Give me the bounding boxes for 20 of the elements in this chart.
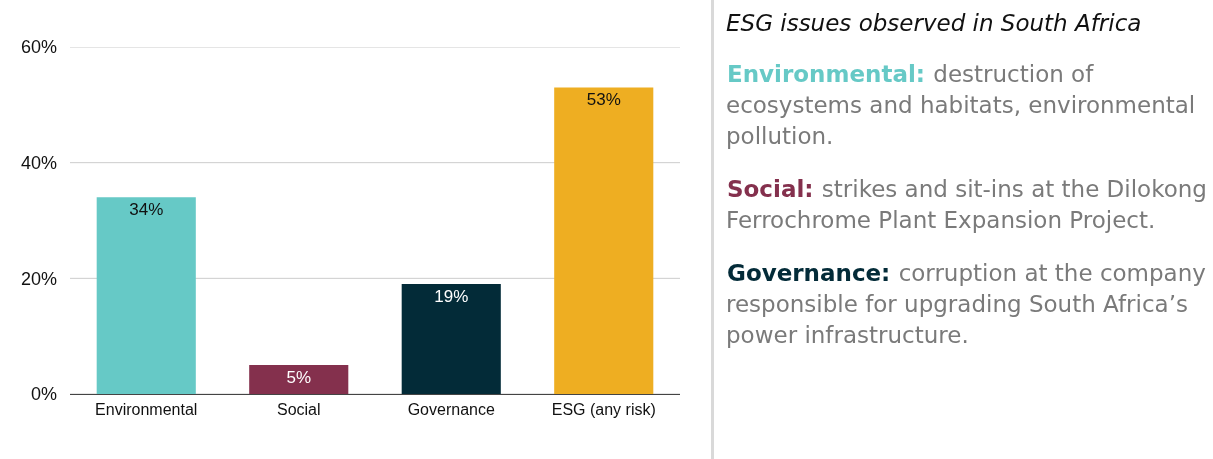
data-label: 53% xyxy=(586,90,621,110)
bar xyxy=(96,197,196,394)
y-tick-label: 60% xyxy=(20,37,57,58)
x-tick-label: Governance xyxy=(407,400,495,418)
text: Social: strikes and sit-ins at the Dilokong Ferrochrome Plant Expansion Project. xyxy=(726,176,1207,233)
y-tick-label: 0% xyxy=(30,384,57,405)
text: Environmental: destruction of ecosystems and habitats, environmental pollution. xyxy=(726,61,1196,149)
data-label: 34% xyxy=(129,200,164,220)
x-tick-label: Environmental xyxy=(95,400,198,418)
text: ESG issues observed in South Africa xyxy=(726,9,1143,38)
x-tick-label: ESG (any risk) xyxy=(551,400,656,418)
bar xyxy=(401,284,501,394)
y-tick-label: 20% xyxy=(20,268,57,289)
bar xyxy=(554,87,654,394)
data-label: 19% xyxy=(434,287,469,307)
bar xyxy=(249,365,349,394)
y-tick-label: 40% xyxy=(20,152,57,173)
text: Governance: corruption at the company responsible for upgrading South Africa’s power infrastructure. xyxy=(726,260,1206,348)
x-tick-label: Social xyxy=(276,400,321,418)
data-label: 5% xyxy=(286,368,312,388)
